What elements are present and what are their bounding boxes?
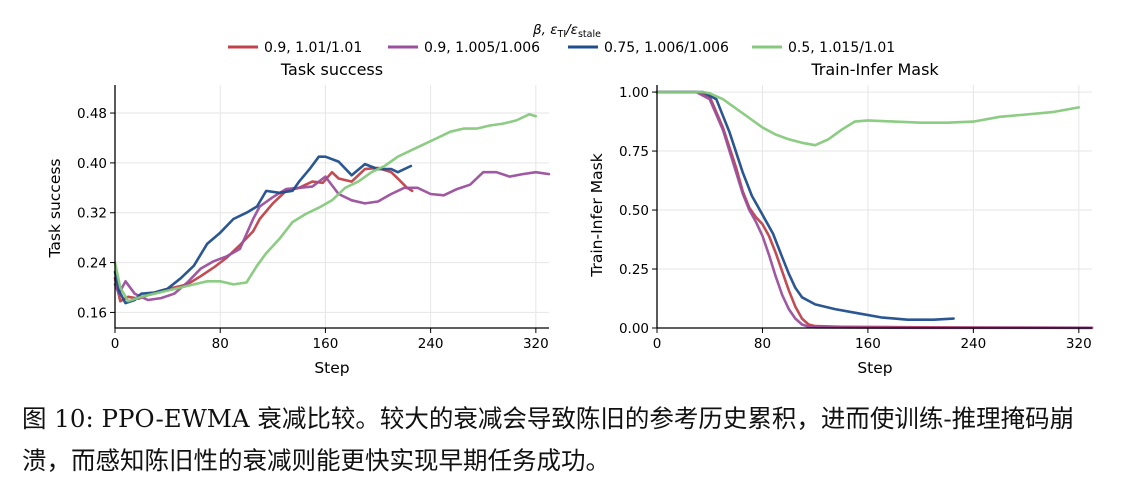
x-tick-label: 320: [1066, 336, 1092, 352]
x-tick-label: 160: [313, 336, 339, 352]
y-tick-label: 1.00: [619, 85, 649, 101]
task-success-grid: [114, 85, 549, 328]
legend-title: β, εTI/εstale: [532, 22, 601, 40]
train-infer-mask-xlabel: Step: [857, 359, 892, 377]
y-tick-label: 0.16: [77, 305, 107, 321]
y-tick-label: 0.25: [619, 262, 649, 278]
y-tick-label: 0.32: [77, 206, 107, 222]
y-tick-label: 0.40: [77, 156, 107, 172]
series-line-1: [113, 170, 551, 302]
task-success-ylabel: Task success: [46, 158, 64, 258]
y-tick-label: 0.50: [619, 203, 649, 219]
figure-caption: 图 10: PPO-EWMA 衰减比较。较大的衰减会导致陈旧的参考历史累积，进而…: [22, 404, 1075, 475]
series-line-1: [655, 90, 1094, 330]
legend: β, εTI/εstale 0.9, 1.01/1.01 0.9, 1.005/1…: [228, 22, 895, 56]
legend-label-0: 0.9, 1.01/1.01: [264, 40, 362, 56]
task-success-title: Task success: [280, 60, 383, 79]
x-tick-label: 160: [855, 336, 881, 352]
train-infer-mask-ylabel: Train-Infer Mask: [588, 153, 606, 277]
y-tick-label: 0.24: [77, 256, 107, 272]
series-line-2: [655, 90, 955, 322]
series-line-3: [655, 90, 1081, 147]
legend-label-3: 0.5, 1.015/1.01: [788, 40, 895, 56]
y-tick-label: 0.48: [77, 106, 107, 122]
series-line-2: [113, 155, 413, 305]
y-tick-label: 0.75: [619, 144, 649, 160]
figure: β, εTI/εstale 0.9, 1.01/1.01 0.9, 1.005/1…: [46, 22, 1094, 377]
x-tick-label: 240: [418, 336, 444, 352]
x-tick-label: 0: [111, 336, 120, 352]
y-tick-label: 0.00: [619, 321, 649, 337]
series-line-3: [113, 113, 538, 303]
task-success-xlabel: Step: [314, 359, 349, 377]
task-success-panel: Task success 0 80 160 240 320 0.16 0.24 0.32 0.4…: [46, 60, 551, 377]
legend-label-1: 0.9, 1.005/1.006: [424, 40, 540, 56]
x-tick-label: 240: [960, 336, 986, 352]
x-tick-label: 80: [754, 336, 771, 352]
task-success-series: [113, 113, 551, 305]
x-tick-label: 80: [212, 336, 229, 352]
train-infer-mask-series: [655, 90, 1094, 330]
task-success-axes: 0 80 160 240 320 0.16 0.24 0.32 0.40 0.48: [77, 85, 549, 352]
x-tick-label: 320: [523, 336, 549, 352]
train-infer-mask-axes: 0 80 160 240 320 0.00 0.25 0.50 0.75 1.00: [619, 85, 1092, 352]
legend-entries: 0.9, 1.01/1.01 0.9, 1.005/1.006 0.75, 1.00…: [228, 40, 895, 56]
train-infer-mask-title: Train-Infer Mask: [810, 60, 939, 79]
x-tick-label: 0: [653, 336, 662, 352]
series-line-0: [113, 166, 414, 303]
train-infer-mask-panel: Train-Infer Mask 0 80 160 240 320 0.00 0.25 0.5…: [588, 60, 1094, 377]
legend-label-2: 0.75, 1.006/1.006: [604, 40, 729, 56]
